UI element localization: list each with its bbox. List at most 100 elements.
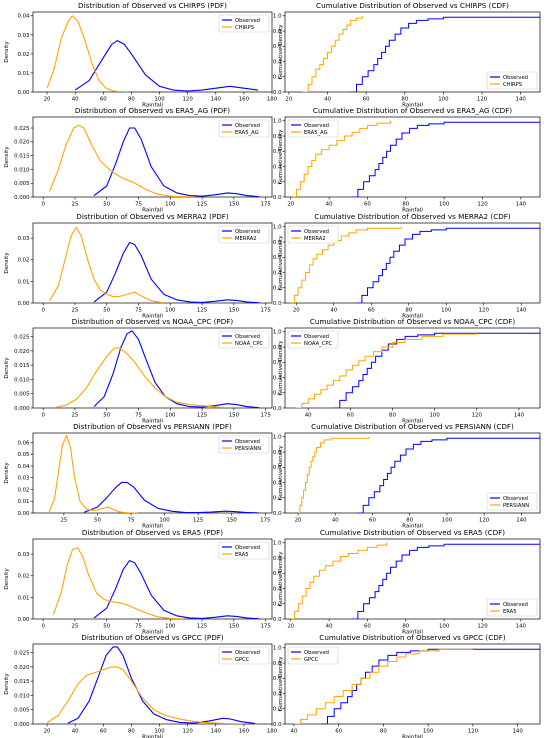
x-axis-label: Rainfall bbox=[402, 629, 423, 635]
series-observed bbox=[74, 40, 258, 92]
axes-frame bbox=[284, 643, 541, 725]
x-tick-label: 140 bbox=[211, 728, 222, 734]
series-noaa_cpc bbox=[55, 347, 228, 408]
x-tick-label: 60 bbox=[364, 202, 371, 208]
x-tick-label: 100 bbox=[165, 412, 176, 418]
x-tick-label: 80 bbox=[405, 307, 412, 313]
x-tick-label: 125 bbox=[193, 518, 203, 524]
x-tick-label: 100 bbox=[165, 307, 176, 313]
y-tick-label: 1.0 bbox=[273, 435, 282, 441]
x-tick-label: 140 bbox=[516, 97, 527, 103]
y-axis-label: Cumulative Density bbox=[278, 234, 284, 290]
x-tick-label: 120 bbox=[468, 728, 479, 734]
y-tick-label: 0.0 bbox=[273, 195, 282, 201]
legend-label: GPCC bbox=[235, 657, 250, 663]
y-tick-label: 0.4 bbox=[273, 270, 282, 276]
x-tick-label: 100 bbox=[429, 412, 440, 418]
x-tick-label: 150 bbox=[229, 623, 240, 629]
chart-pdf-noaa_cpc: Distribution of Observed vs NOAA_CPC (PD… bbox=[4, 317, 273, 424]
y-tick-label: 1.0 bbox=[273, 119, 282, 125]
axes-frame bbox=[32, 538, 273, 619]
axes-frame bbox=[284, 432, 541, 514]
x-tick-label: 100 bbox=[159, 518, 170, 524]
y-tick-label: 0.02 bbox=[17, 52, 29, 58]
x-axis-label: Rainfall bbox=[142, 208, 163, 214]
y-tick-label: 0.000 bbox=[14, 195, 30, 201]
x-tick-label: 60 bbox=[335, 728, 342, 734]
plot-area bbox=[302, 15, 540, 92]
y-tick-label: 0.01 bbox=[17, 499, 29, 505]
x-tick-label: 60 bbox=[100, 728, 107, 734]
y-tick-label: 0.2 bbox=[273, 180, 282, 186]
legend-box bbox=[218, 14, 270, 33]
y-tick-label: 0.6 bbox=[273, 676, 282, 682]
x-tick-label: 120 bbox=[477, 202, 488, 208]
y-tick-label: 1.0 bbox=[273, 14, 282, 20]
legend-label: Observed bbox=[304, 228, 329, 234]
y-tick-label: 0.2 bbox=[273, 285, 282, 291]
chart-title: Distribution of Observed vs GPCC (PDF) bbox=[81, 633, 224, 642]
x-tick-label: 50 bbox=[103, 307, 110, 313]
plot-area bbox=[290, 226, 540, 303]
chart-title: Cumulative Distribution of Observed vs G… bbox=[319, 633, 506, 642]
legend-box bbox=[218, 435, 270, 454]
y-axis-label: Density bbox=[4, 672, 10, 694]
series-observed bbox=[357, 436, 540, 514]
chart-title: Cumulative Distribution of Observed vs P… bbox=[311, 422, 514, 431]
x-tick-label: 120 bbox=[472, 412, 483, 418]
series-chirps bbox=[46, 15, 128, 92]
series-observed bbox=[333, 331, 540, 408]
x-tick-label: 100 bbox=[154, 97, 165, 103]
x-tick-label: 40 bbox=[330, 307, 337, 313]
y-tick-label: 1.0 bbox=[273, 330, 282, 336]
y-tick-label: 0.015 bbox=[14, 679, 29, 685]
x-tick-label: 175 bbox=[260, 412, 270, 418]
axes-frame bbox=[32, 116, 273, 198]
legend-box bbox=[218, 225, 270, 243]
legend-box bbox=[218, 646, 270, 665]
x-tick-label: 75 bbox=[135, 307, 142, 313]
legend-label: ERA5_AG bbox=[304, 130, 328, 136]
x-tick-label: 20 bbox=[295, 518, 302, 524]
x-tick-label: 80 bbox=[389, 412, 396, 418]
legend-box bbox=[218, 330, 270, 349]
plot-area bbox=[46, 15, 258, 92]
y-tick-label: 0.0 bbox=[273, 616, 282, 622]
legend-box bbox=[287, 646, 339, 665]
series-observed bbox=[93, 241, 260, 303]
x-tick-label: 100 bbox=[154, 728, 165, 734]
y-tick-label: 0.8 bbox=[273, 661, 282, 667]
x-tick-label: 25 bbox=[72, 202, 79, 208]
x-tick-label: 120 bbox=[182, 97, 193, 103]
y-axis-label: Density bbox=[4, 462, 10, 484]
series-observed bbox=[93, 559, 260, 619]
series-persiann bbox=[298, 436, 370, 514]
y-tick-label: 0.6 bbox=[273, 149, 282, 155]
x-tick-label: 125 bbox=[197, 307, 207, 313]
y-tick-label: 0.6 bbox=[273, 360, 282, 366]
x-tick-label: 140 bbox=[516, 307, 527, 313]
legend-label: CHIRPS bbox=[503, 82, 522, 88]
legend-label: GPCC bbox=[304, 657, 319, 663]
y-tick-label: 0.0 bbox=[273, 90, 282, 96]
chart-title: Distribution of Observed vs PERSIANN (PD… bbox=[73, 422, 232, 431]
y-tick-label: 0.4 bbox=[273, 481, 282, 487]
plot-area bbox=[52, 546, 260, 619]
x-tick-label: 75 bbox=[128, 518, 135, 524]
y-tick-label: 0.020 bbox=[14, 349, 30, 355]
x-tick-label: 140 bbox=[516, 202, 527, 208]
chart-pdf-gpcc: Distribution of Observed vs GPCC (PDF) 20… bbox=[4, 633, 278, 738]
series-observed bbox=[356, 226, 540, 303]
x-tick-label: 75 bbox=[135, 412, 142, 418]
x-tick-label: 100 bbox=[439, 623, 450, 629]
y-tick-label: 0.015 bbox=[14, 154, 29, 160]
x-tick-label: 180 bbox=[267, 728, 278, 734]
legend-label: Observed bbox=[503, 601, 528, 607]
series-observed bbox=[350, 15, 540, 92]
legend-box bbox=[486, 71, 538, 90]
